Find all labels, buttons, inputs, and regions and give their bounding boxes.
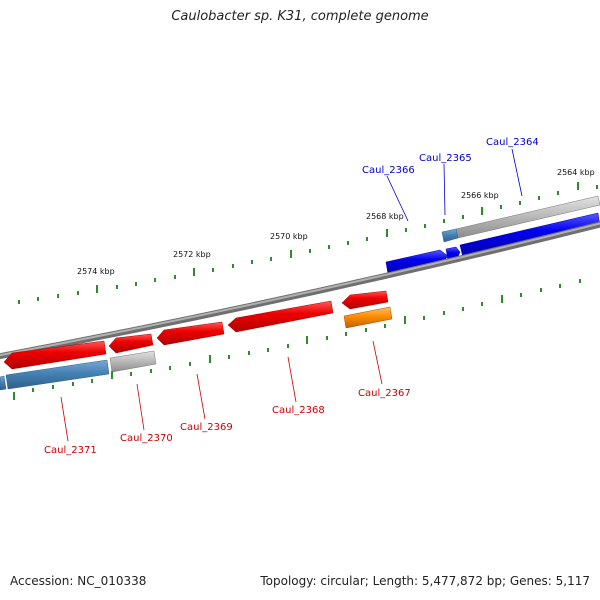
gene-caul-2370-gray[interactable] [109,350,157,373]
gene-caul-2371-red[interactable] [3,340,107,370]
gene-label-caul-2369[interactable]: Caul_2369 [180,422,233,433]
reverse-genes [0,290,393,391]
scale-label: 2570 kbp [270,232,308,241]
forward-genes [385,195,600,275]
gene-labels: Caul_2364 Caul_2365 Caul_2366 Caul_2367 … [44,137,539,456]
gene-caul-2370-red[interactable] [108,333,154,354]
scale-label: 2568 kbp [366,212,404,221]
gene-caul-2369-red[interactable] [156,321,225,346]
gene-label-caul-2371[interactable]: Caul_2371 [44,445,97,456]
gene-caul-2367-red[interactable] [341,290,389,310]
gene-caul-2365-steelblue[interactable] [441,228,459,243]
gene-label-caul-2366[interactable]: Caul_2366 [362,165,415,176]
scale-label: 2564 kbp [557,168,595,177]
scale-label: 2566 kbp [461,191,499,200]
accession-text: Accession: NC_010338 [10,574,147,588]
scale-labels: 2564 kbp 2566 kbp 2568 kbp 2570 kbp 2572… [77,168,595,276]
forward-leader-lines [386,148,523,222]
gene-caul-2364-blue[interactable] [459,212,600,259]
scale-label: 2574 kbp [77,267,115,276]
gene-caul-2371-steelblue[interactable] [5,359,110,390]
genome-summary-text: Topology: circular; Length: 5,477,872 bp… [260,574,590,588]
map-title: Caulobacter sp. K31, complete genome [171,9,429,24]
gene-label-caul-2365[interactable]: Caul_2365 [419,153,472,164]
gene-caul-2367-orange[interactable] [343,306,393,329]
outer-tick-row [18,182,598,304]
inner-tick-row [13,279,581,400]
gene-label-caul-2364[interactable]: Caul_2364 [486,137,539,148]
gene-label-caul-2370[interactable]: Caul_2370 [120,433,173,444]
reverse-leader-lines [60,340,383,442]
gene-partial-steelblue[interactable] [0,375,7,391]
gene-caul-2368-red[interactable] [227,300,334,333]
gene-label-caul-2367[interactable]: Caul_2367 [358,388,411,399]
scale-label: 2572 kbp [173,250,211,259]
genome-backbone-highlight [0,222,600,357]
gene-label-caul-2368[interactable]: Caul_2368 [272,405,325,416]
